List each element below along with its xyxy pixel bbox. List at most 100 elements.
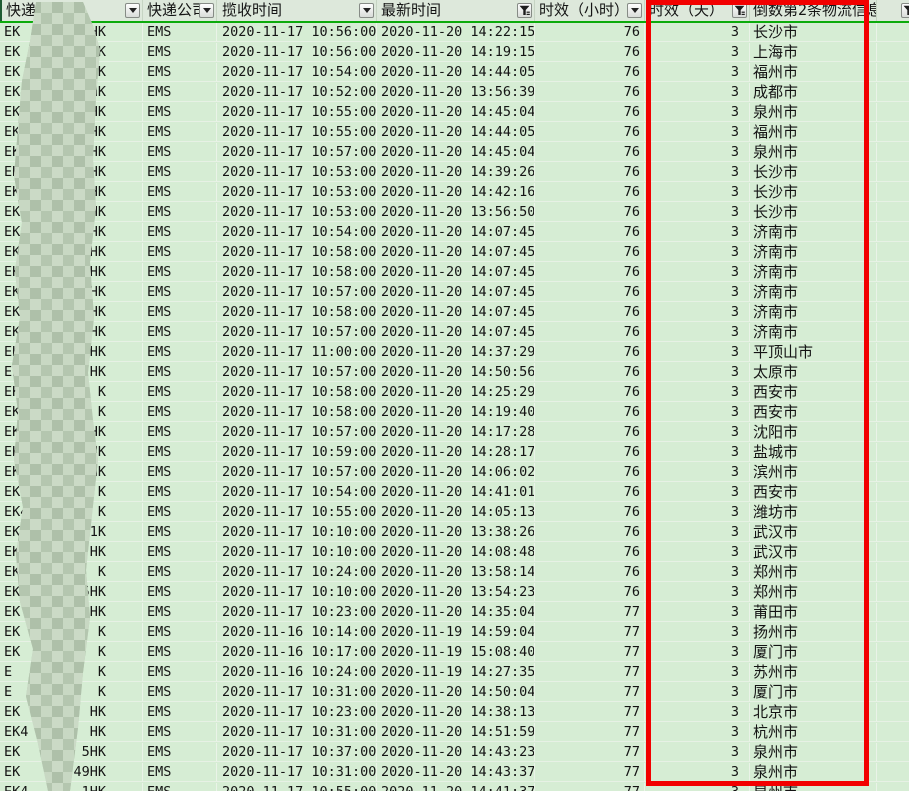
cell-city[interactable]: 盐城市 (750, 443, 877, 462)
cell-pickup-time[interactable]: 2020-11-17 10:56:00 (217, 23, 377, 42)
cell-pickup-time[interactable]: 2020-11-17 10:53:00 (217, 163, 377, 182)
cell-city[interactable]: 莆田市 (750, 603, 877, 622)
cell-latest-time[interactable]: 2020-11-20 14:39:26 (377, 163, 535, 182)
cell-latest-time[interactable]: 2020-11-20 14:19:15 (377, 43, 535, 62)
cell-pickup-time[interactable]: 2020-11-17 10:53:00 (217, 183, 377, 202)
cell-hours[interactable]: 77 (535, 603, 645, 622)
cell-latest-time[interactable]: 2020-11-20 14:41:01 (377, 483, 535, 502)
cell-days[interactable]: 3 (645, 563, 750, 582)
cell-days[interactable]: 3 (645, 223, 750, 242)
cell-days[interactable]: 3 (645, 543, 750, 562)
cell-courier-company[interactable]: EMS (143, 383, 217, 402)
cell-hours[interactable]: 76 (535, 43, 645, 62)
cell-hours[interactable]: 76 (535, 583, 645, 602)
cell-pickup-time[interactable]: 2020-11-17 10:56:00 (217, 43, 377, 62)
cell-days[interactable]: 3 (645, 43, 750, 62)
cell-pickup-time[interactable]: 2020-11-17 10:54:00 (217, 63, 377, 82)
cell-hours[interactable]: 77 (535, 743, 645, 762)
cell-courier-company[interactable]: EMS (143, 63, 217, 82)
filter-funnel-icon[interactable] (732, 3, 747, 18)
cell-extra[interactable] (877, 163, 909, 182)
cell-city[interactable]: 平顶山市 (750, 343, 877, 362)
cell-days[interactable]: 3 (645, 463, 750, 482)
cell-courier-company[interactable]: EMS (143, 403, 217, 422)
cell-days[interactable]: 3 (645, 443, 750, 462)
cell-latest-time[interactable]: 2020-11-20 14:43:23 (377, 743, 535, 762)
cell-days[interactable]: 3 (645, 623, 750, 642)
cell-city[interactable]: 厦门市 (750, 643, 877, 662)
cell-extra[interactable] (877, 623, 909, 642)
cell-hours[interactable]: 77 (535, 623, 645, 642)
cell-extra[interactable] (877, 483, 909, 502)
cell-hours[interactable]: 76 (535, 343, 645, 362)
cell-extra[interactable] (877, 143, 909, 162)
cell-pickup-time[interactable]: 2020-11-17 10:23:00 (217, 703, 377, 722)
cell-hours[interactable]: 77 (535, 783, 645, 791)
cell-city[interactable]: 厦门市 (750, 683, 877, 702)
cell-days[interactable]: 3 (645, 643, 750, 662)
cell-courier-company[interactable]: EMS (143, 203, 217, 222)
cell-hours[interactable]: 77 (535, 643, 645, 662)
cell-city[interactable]: 泉州市 (750, 763, 877, 782)
cell-city[interactable]: 泉州市 (750, 783, 877, 791)
cell-days[interactable]: 3 (645, 303, 750, 322)
filter-dropdown-icon[interactable] (627, 3, 642, 18)
cell-days[interactable]: 3 (645, 423, 750, 442)
cell-hours[interactable]: 77 (535, 703, 645, 722)
cell-pickup-time[interactable]: 2020-11-17 10:59:00 (217, 443, 377, 462)
cell-city[interactable]: 西安市 (750, 403, 877, 422)
cell-pickup-time[interactable]: 2020-11-17 10:57:00 (217, 423, 377, 442)
cell-latest-time[interactable]: 2020-11-20 14:07:45 (377, 323, 535, 342)
cell-days[interactable]: 3 (645, 343, 750, 362)
cell-hours[interactable]: 76 (535, 463, 645, 482)
cell-pickup-time[interactable]: 2020-11-17 10:57:00 (217, 323, 377, 342)
cell-extra[interactable] (877, 463, 909, 482)
cell-hours[interactable]: 76 (535, 543, 645, 562)
cell-city[interactable]: 潍坊市 (750, 503, 877, 522)
cell-city[interactable]: 济南市 (750, 323, 877, 342)
cell-courier-company[interactable]: EMS (143, 763, 217, 782)
cell-courier-company[interactable]: EMS (143, 503, 217, 522)
cell-hours[interactable]: 77 (535, 683, 645, 702)
cell-pickup-time[interactable]: 2020-11-17 10:58:00 (217, 243, 377, 262)
cell-hours[interactable]: 76 (535, 523, 645, 542)
cell-pickup-time[interactable]: 2020-11-16 10:17:00 (217, 643, 377, 662)
cell-extra[interactable] (877, 23, 909, 42)
cell-city[interactable]: 福州市 (750, 63, 877, 82)
cell-latest-time[interactable]: 2020-11-20 13:56:50 (377, 203, 535, 222)
cell-latest-time[interactable]: 2020-11-19 14:27:35 (377, 663, 535, 682)
cell-days[interactable]: 3 (645, 323, 750, 342)
cell-extra[interactable] (877, 783, 909, 791)
cell-days[interactable]: 3 (645, 203, 750, 222)
filter-dropdown-icon[interactable] (125, 3, 140, 18)
cell-days[interactable]: 3 (645, 63, 750, 82)
cell-pickup-time[interactable]: 2020-11-17 10:57:00 (217, 143, 377, 162)
cell-pickup-time[interactable]: 2020-11-17 10:55:00 (217, 103, 377, 122)
cell-city[interactable]: 长沙市 (750, 163, 877, 182)
cell-city[interactable]: 北京市 (750, 703, 877, 722)
cell-pickup-time[interactable]: 2020-11-17 10:37:00 (217, 743, 377, 762)
cell-hours[interactable]: 76 (535, 563, 645, 582)
cell-latest-time[interactable]: 2020-11-20 14:41:37 (377, 783, 535, 791)
cell-pickup-time[interactable]: 2020-11-16 10:14:00 (217, 623, 377, 642)
cell-latest-time[interactable]: 2020-11-20 14:43:37 (377, 763, 535, 782)
cell-hours[interactable]: 77 (535, 763, 645, 782)
cell-extra[interactable] (877, 343, 909, 362)
cell-courier-company[interactable]: EMS (143, 703, 217, 722)
cell-extra[interactable] (877, 423, 909, 442)
cell-latest-time[interactable]: 2020-11-20 14:07:45 (377, 303, 535, 322)
cell-extra[interactable] (877, 563, 909, 582)
cell-hours[interactable]: 76 (535, 323, 645, 342)
cell-latest-time[interactable]: 2020-11-20 14:45:04 (377, 143, 535, 162)
cell-extra[interactable] (877, 103, 909, 122)
filter-funnel-icon[interactable] (517, 3, 532, 18)
cell-city[interactable]: 泉州市 (750, 103, 877, 122)
cell-extra[interactable] (877, 763, 909, 782)
cell-pickup-time[interactable]: 2020-11-17 10:57:00 (217, 363, 377, 382)
cell-latest-time[interactable]: 2020-11-20 14:07:45 (377, 243, 535, 262)
cell-pickup-time[interactable]: 2020-11-17 10:24:00 (217, 563, 377, 582)
cell-courier-company[interactable]: EMS (143, 263, 217, 282)
cell-extra[interactable] (877, 63, 909, 82)
cell-hours[interactable]: 76 (535, 163, 645, 182)
cell-city[interactable]: 泉州市 (750, 143, 877, 162)
